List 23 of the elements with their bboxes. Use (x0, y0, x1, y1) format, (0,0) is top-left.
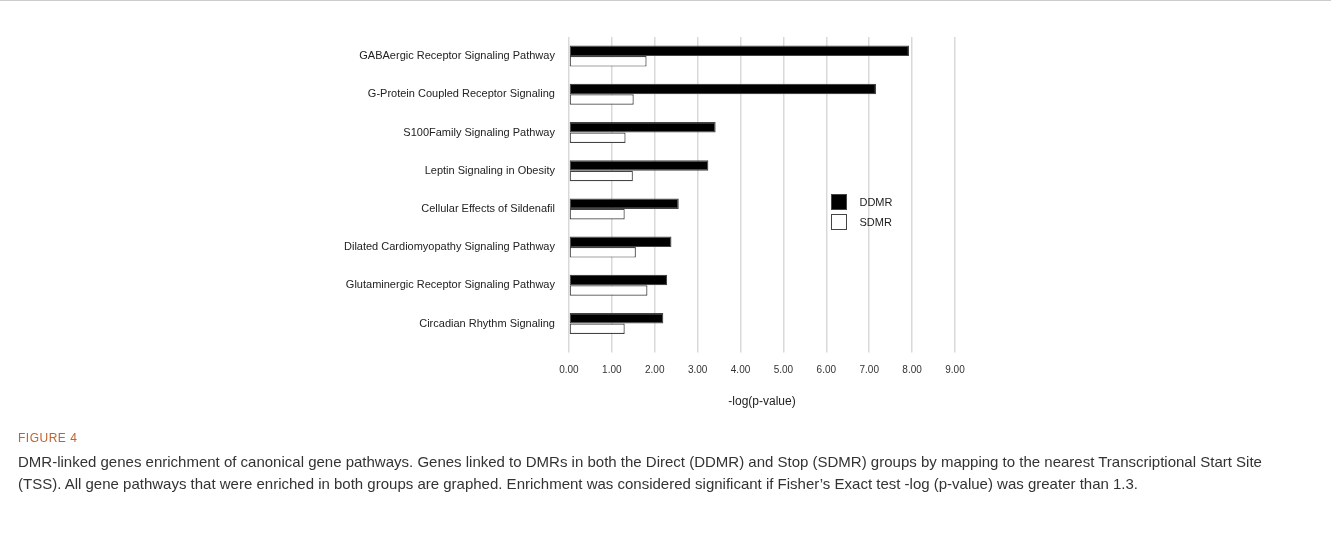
x-tick-label: 6.00 (816, 364, 837, 376)
x-tick-label: 9.00 (945, 364, 966, 376)
x-tick-label: 2.00 (645, 364, 665, 376)
x-tick-label: 4.00 (730, 364, 751, 376)
x-tick-label: 0.00 (559, 364, 580, 376)
x-tick-label: 8.00 (902, 364, 923, 376)
y-tick-label: Leptin Signaling in Obesity (424, 163, 556, 176)
y-tick-label: G-Protein Coupled Receptor Signaling (367, 87, 555, 100)
y-tick-label: GABAergic Receptor Signaling Pathway (359, 49, 556, 62)
text: SDMR (859, 215, 892, 228)
x-tick-label: 7.00 (859, 364, 880, 376)
y-tick-label: Circadian Rhythm Signaling (419, 316, 555, 329)
y-tick-label: S100Family Signaling Pathway (403, 125, 556, 138)
x-tick-label: 1.00 (602, 364, 623, 376)
text: DMR-linked genes enrichment of canonical gene pathways. Genes linked to DMRs in both the Direct (DDMR) and Stop (SDMR) groups by mapping to the nearest Transcriptional Start Site (TSS). All gene pathways that were enriched in both groups are graphed. Enrichment was considered significant if Fisher’s Exact test -log (p-value) was greater than 1.3. (18, 452, 1263, 494)
x-axis-title: -log(p-value) (728, 394, 796, 409)
caption: FIGURE 4 (18, 430, 79, 447)
x-tick-label: 3.00 (687, 364, 708, 376)
y-tick-label: Dilated Cardiomyopathy Signaling Pathway (344, 240, 556, 253)
x-tick-label: 5.00 (773, 364, 794, 376)
legend-label: DDMR (859, 195, 893, 208)
y-tick-label: Glutaminergic Receptor Signaling Pathway (345, 278, 556, 291)
y-tick-label: Cellular Effects of Sildenafil (421, 201, 555, 214)
